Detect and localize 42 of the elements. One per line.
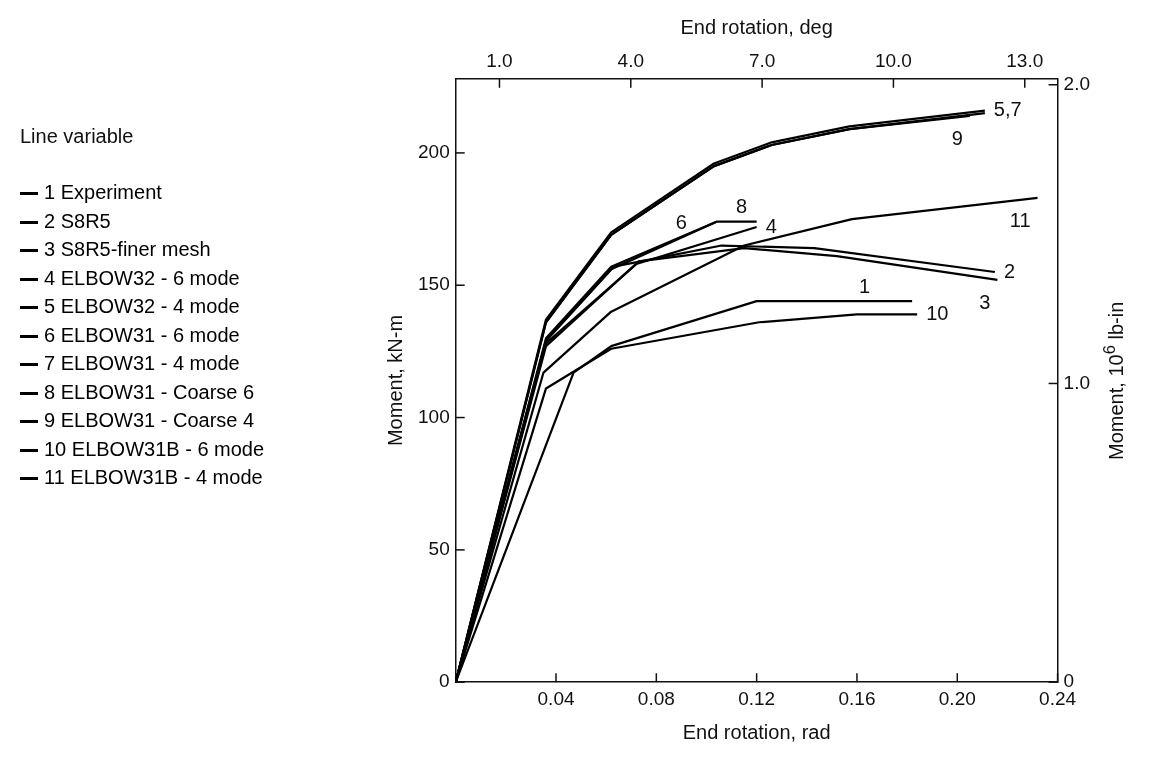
legend-label: 7 ELBOW31 - 4 mode xyxy=(44,352,240,374)
annotation: 9 xyxy=(951,127,963,150)
legend-label: 5 ELBOW32 - 4 mode xyxy=(44,295,240,317)
annotation: 10 xyxy=(926,301,949,324)
x-tick-label: 0.04 xyxy=(537,687,575,709)
legend-label: 9 ELBOW31 - Coarse 4 xyxy=(44,409,255,431)
x-tick-label: 0.08 xyxy=(637,687,675,709)
legend-label: 10 ELBOW31B - 6 mode xyxy=(44,437,265,460)
annotation: 2 xyxy=(1003,259,1016,282)
y-tick-label: 100 xyxy=(418,405,450,427)
legend-label: 8 ELBOW31 - Coarse 6 xyxy=(44,380,255,403)
x2-axis-title: End rotation, deg xyxy=(680,15,833,38)
legend-label: 11 ELBOW31B - 4 mode xyxy=(44,466,263,488)
x2-tick-label: 4.0 xyxy=(617,49,645,71)
x-tick-label: 0.12 xyxy=(738,687,776,709)
y-tick-label: 150 xyxy=(418,273,450,295)
x-tick-label: 0.20 xyxy=(938,687,976,709)
y2-tick-label: 2.0 xyxy=(1063,73,1091,95)
y-tick-label: 50 xyxy=(428,538,450,560)
y-tick-label: 0 xyxy=(439,670,450,692)
y-tick-label: 200 xyxy=(418,141,450,163)
legend-label: 2 S8R5 xyxy=(44,209,111,232)
legend-title: Line variable xyxy=(20,125,135,148)
legend-label: 3 S8R5-finer mesh xyxy=(44,238,211,260)
annotation: 8 xyxy=(736,195,748,218)
annotation: 6 xyxy=(675,211,687,234)
legend-label: 6 ELBOW31 - 6 mode xyxy=(44,323,240,346)
y2-tick-label: 1.0 xyxy=(1063,371,1091,393)
y-axis-title: Moment, kN-m xyxy=(383,314,406,447)
annotation: 4 xyxy=(765,214,777,237)
x2-tick-label: 10.0 xyxy=(874,49,912,71)
annotation: 11 xyxy=(1009,209,1031,232)
x-tick-label: 0.16 xyxy=(838,687,876,709)
x2-tick-label: 7.0 xyxy=(748,49,776,71)
x2-tick-label: 1.0 xyxy=(486,49,513,71)
annotation: 5,7 xyxy=(993,98,1022,121)
legend-label: 4 ELBOW32 - 6 mode xyxy=(44,266,240,289)
annotation: 3 xyxy=(979,291,991,314)
x-axis-title: End rotation, rad xyxy=(682,720,831,743)
legend-label: 1 Experiment xyxy=(44,181,162,203)
annotation: 1 xyxy=(858,274,871,297)
x2-tick-label: 13.0 xyxy=(1006,49,1044,71)
